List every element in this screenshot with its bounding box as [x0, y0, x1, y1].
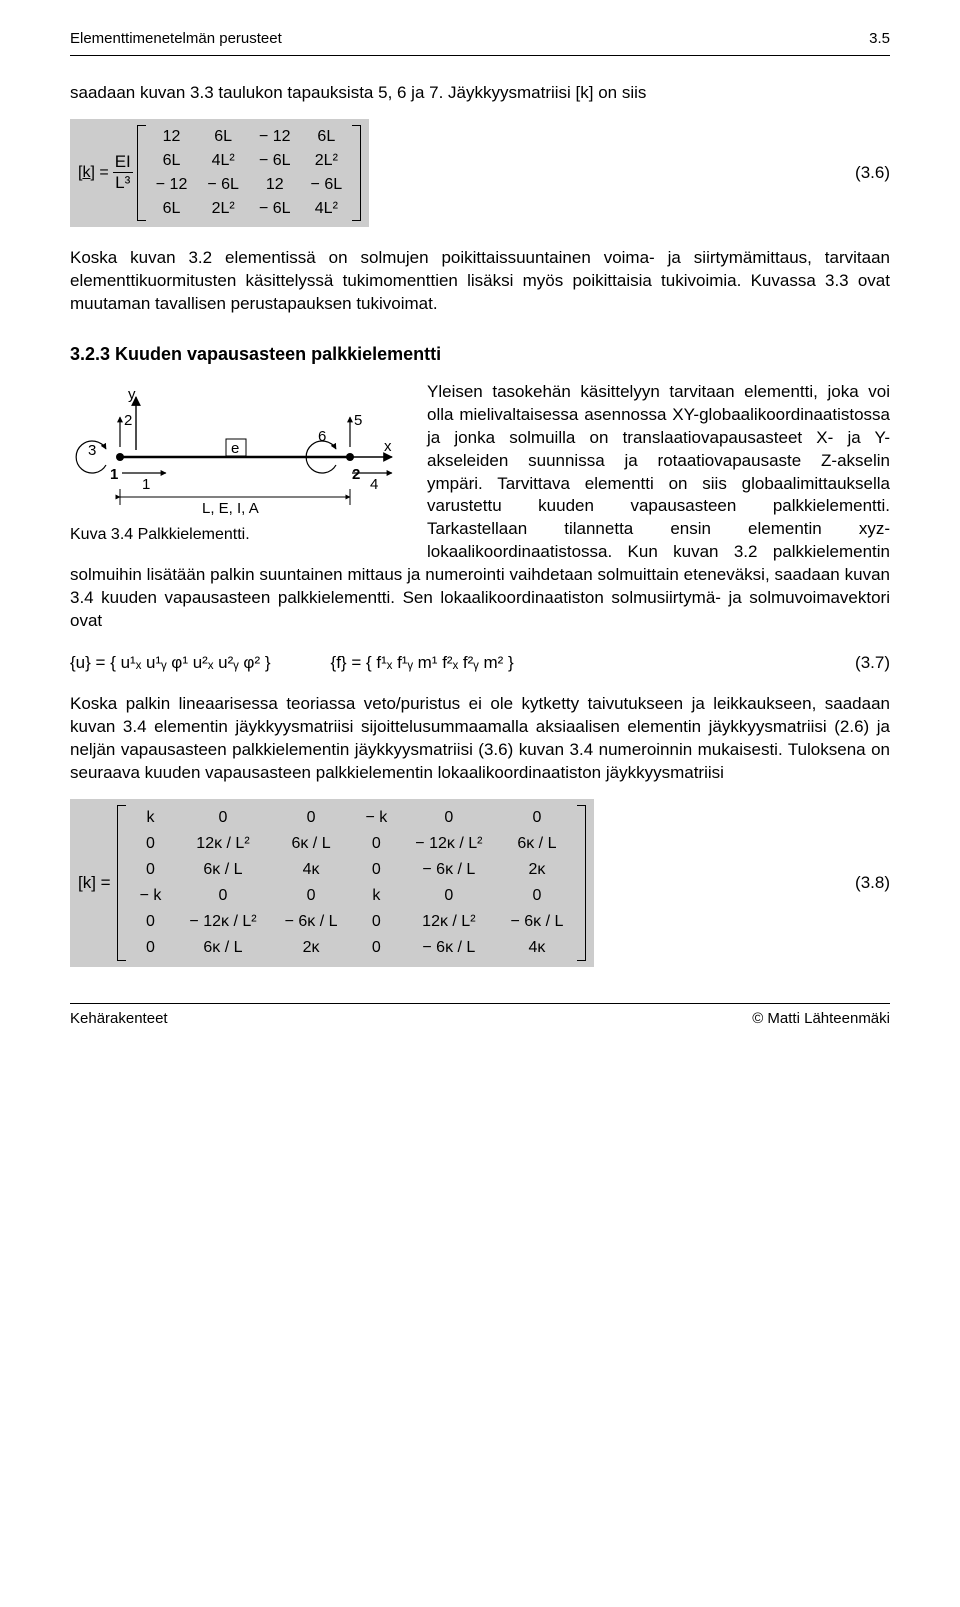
eq36-frac-num: EI [113, 152, 133, 173]
matrix-cell: − 12κ / L² [401, 831, 496, 857]
matrix-cell: 12κ / L² [175, 831, 270, 857]
equation-3-6-number: (3.6) [855, 163, 890, 183]
equation-3-8-box: [k] = k00− k00012κ / L²6κ / L0− 12κ / L²… [70, 799, 594, 967]
matrix-cell: − 12κ / L² [175, 909, 270, 935]
equation-3-8-number: (3.8) [855, 873, 890, 893]
matrix-cell: − k [126, 883, 176, 909]
fig-dof-5: 5 [354, 412, 362, 429]
header-right: 3.5 [869, 30, 890, 47]
matrix-cell: 0 [351, 831, 401, 857]
matrix-cell: 2L² [197, 197, 249, 221]
matrix-cell: 6L [301, 125, 353, 149]
eq37-f: {f} = { f¹ₓ f¹ᵧ m¹ f²ₓ f²ᵧ m² } [331, 653, 514, 673]
fig-dof-1: 1 [142, 476, 150, 493]
fig-node-2: 2 [352, 466, 360, 483]
matrix-cell: 0 [496, 883, 577, 909]
matrix-cell: − 6L [301, 173, 353, 197]
matrix-cell: 12 [249, 173, 301, 197]
subsection-heading: 3.2.3 Kuuden vapausasteen palkkielementt… [70, 344, 890, 365]
matrix-cell: − 6κ / L [271, 909, 352, 935]
matrix-cell: 6κ / L [271, 831, 352, 857]
matrix-cell: 6κ / L [175, 935, 270, 961]
matrix-cell: 0 [175, 805, 270, 831]
matrix-cell: − 12 [146, 173, 198, 197]
matrix-cell: 0 [271, 883, 352, 909]
matrix-cell: 4L² [301, 197, 353, 221]
matrix-cell: 0 [126, 935, 176, 961]
matrix-cell: − k [351, 805, 401, 831]
eq36-k: k [82, 164, 90, 182]
matrix-cell: 4κ [271, 857, 352, 883]
matrix-cell: − 12 [249, 125, 301, 149]
matrix-cell: 2κ [271, 935, 352, 961]
matrix-cell: − 6κ / L [496, 909, 577, 935]
matrix-cell: 12κ / L² [401, 909, 496, 935]
matrix-cell: 4L² [197, 149, 249, 173]
header-left: Elementtimenetelmän perusteet [70, 30, 282, 47]
matrix-cell: 0 [401, 883, 496, 909]
figure-3-4-caption: Kuva 3.4 Palkkielementti. [70, 526, 405, 544]
matrix-cell: 2κ [496, 857, 577, 883]
eq36-matrix: 126L− 126L6L4L²− 6L2L²− 12− 6L12− 6L6L2L… [137, 125, 361, 221]
eq36-rbracket-eq: ] = [90, 164, 108, 182]
eq36-fraction: EI L³ [113, 152, 133, 193]
matrix-cell: 0 [401, 805, 496, 831]
matrix-cell: − 6κ / L [401, 935, 496, 961]
matrix-cell: 0 [175, 883, 270, 909]
footer-rule [70, 1003, 890, 1004]
matrix-cell: 0 [126, 909, 176, 935]
matrix-cell: 12 [146, 125, 198, 149]
matrix-cell: − 6κ / L [401, 857, 496, 883]
figure-3-4: y x 1 2 3 4 5 6 [70, 385, 405, 544]
equation-3-8: [k] = k00− k00012κ / L²6κ / L0− 12κ / L²… [70, 799, 890, 967]
fig-label-e: e [231, 440, 239, 457]
matrix-cell: 0 [126, 831, 176, 857]
matrix-cell: k [126, 805, 176, 831]
matrix-cell: 6κ / L [496, 831, 577, 857]
equation-3-7: {u} = { u¹ₓ u¹ᵧ φ¹ u²ₓ u²ᵧ φ² } {f} = { … [70, 653, 890, 673]
matrix-cell: 0 [271, 805, 352, 831]
matrix-cell: 6L [146, 149, 198, 173]
eq36-frac-den: L³ [113, 173, 132, 193]
equation-3-7-number: (3.7) [855, 653, 890, 673]
header-rule [70, 55, 890, 56]
fig-bottom-label: L, E, I, A [202, 500, 259, 515]
footer-left: Kehärakenteet [70, 1010, 168, 1027]
matrix-cell: − 6L [249, 197, 301, 221]
equation-3-6-box: [ k ] = EI L³ 126L− 126L6L4L²− 6L2L²− 12… [70, 119, 369, 227]
matrix-cell: 0 [126, 857, 176, 883]
matrix-cell: 0 [351, 909, 401, 935]
fig-label-y: y [128, 386, 136, 403]
paragraph-after-36: Koska kuvan 3.2 elementissä on solmujen … [70, 247, 890, 316]
fig-node-1: 1 [110, 466, 118, 483]
matrix-cell: k [351, 883, 401, 909]
fig-dof-6: 6 [318, 428, 326, 445]
matrix-cell: 4κ [496, 935, 577, 961]
intro-paragraph: saadaan kuvan 3.3 taulukon tapauksista 5… [70, 82, 890, 105]
fig-dof-3: 3 [88, 442, 96, 459]
fig-label-x: x [384, 438, 392, 455]
matrix-cell: 2L² [301, 149, 353, 173]
footer-right: © Matti Lähteenmäki [752, 1010, 890, 1027]
eq37-u: {u} = { u¹ₓ u¹ᵧ φ¹ u²ₓ u²ᵧ φ² } [70, 653, 271, 673]
matrix-cell: 0 [351, 857, 401, 883]
equation-3-6: [ k ] = EI L³ 126L− 126L6L4L²− 6L2L²− 12… [70, 119, 890, 227]
figure-3-4-svg: y x 1 2 3 4 5 6 [70, 385, 405, 515]
fig-dof-4: 4 [370, 476, 378, 493]
eq38-matrix: k00− k00012κ / L²6κ / L0− 12κ / L²6κ / L… [117, 805, 587, 961]
matrix-cell: 0 [496, 805, 577, 831]
matrix-cell: − 6L [249, 149, 301, 173]
matrix-cell: 6κ / L [175, 857, 270, 883]
matrix-cell: 6L [146, 197, 198, 221]
eq38-lhs: [k] = [78, 873, 111, 893]
matrix-cell: − 6L [197, 173, 249, 197]
fig-dof-2: 2 [124, 412, 132, 429]
matrix-cell: 0 [351, 935, 401, 961]
paragraph-after-37: Koska palkin lineaarisessa teoriassa vet… [70, 693, 890, 785]
matrix-cell: 6L [197, 125, 249, 149]
